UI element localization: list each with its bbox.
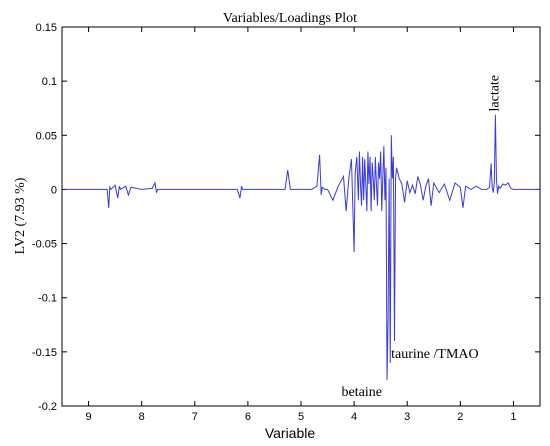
- series-line-0: [64, 114, 540, 381]
- y-tick-label: 0.05: [36, 130, 57, 142]
- annotations: lactate taurine /TMAO betaine: [342, 75, 503, 400]
- x-tick-label: 2: [457, 411, 463, 423]
- y-tick-label: 0: [51, 184, 57, 196]
- x-tick-label: 5: [298, 411, 304, 423]
- chart-title: Variables/Loadings Plot: [223, 11, 357, 26]
- y-tick-label: -0.1: [38, 293, 57, 305]
- y-axis-label: LV2 (7.93 %): [13, 177, 28, 254]
- x-tick-label: 1: [510, 411, 516, 423]
- x-axis-ticks: 9 8 7 6 5 4 3 2 1: [85, 27, 517, 423]
- x-tick-label: 8: [139, 411, 145, 423]
- y-tick-label: 0.15: [36, 22, 57, 34]
- y-axis-ticks: 0.15 0.1 0.05 0 -0.05 -0.1 -0.15 -0.2: [32, 22, 540, 413]
- x-tick-label: 3: [404, 411, 410, 423]
- y-tick-label: -0.05: [32, 239, 57, 251]
- series-group: [64, 114, 540, 381]
- y-tick-label: -0.15: [32, 347, 57, 359]
- annotation-label: lactate: [487, 75, 502, 112]
- x-tick-label: 7: [192, 411, 198, 423]
- x-tick-label: 6: [245, 411, 251, 423]
- x-axis-label: Variable: [265, 425, 316, 441]
- x-tick-label: 4: [351, 411, 357, 423]
- y-tick-label: -0.2: [38, 401, 57, 413]
- y-tick-label: 0.1: [42, 76, 57, 88]
- annotation-label: betaine: [342, 385, 382, 400]
- x-tick-label: 9: [85, 411, 91, 423]
- annotation-label: taurine /TMAO: [391, 347, 478, 362]
